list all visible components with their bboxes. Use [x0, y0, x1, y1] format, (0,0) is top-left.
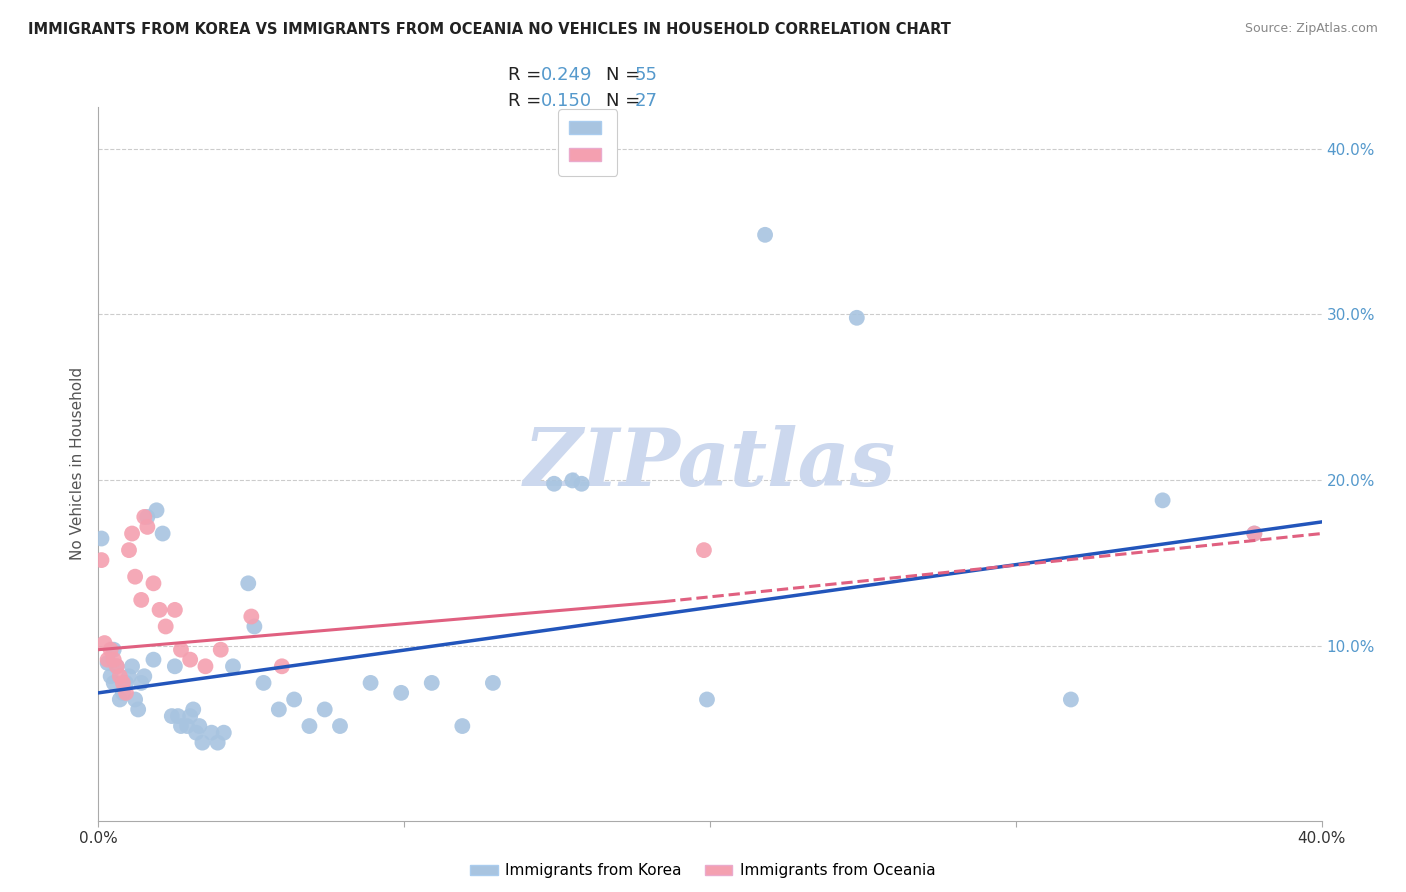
Point [754, 227, 776, 242]
Point [267, 702, 290, 716]
Point [97, 653, 120, 667]
Text: IMMIGRANTS FROM KOREA VS IMMIGRANTS FROM OCEANIA NO VEHICLES IN HOUSEHOLD CORREL: IMMIGRANTS FROM KOREA VS IMMIGRANTS FROM… [28, 22, 950, 37]
Point [163, 603, 186, 617]
Point [389, 686, 412, 700]
Point [243, 619, 266, 633]
Point [561, 474, 583, 488]
Point [111, 676, 134, 690]
Point [115, 686, 138, 700]
Point [176, 719, 198, 733]
Point [124, 692, 146, 706]
Point [170, 719, 193, 733]
Point [90, 553, 112, 567]
Point [420, 676, 443, 690]
Point [212, 725, 235, 739]
Point [118, 669, 141, 683]
Point [240, 609, 263, 624]
Point [298, 719, 321, 733]
Point [100, 669, 122, 683]
Point [108, 669, 131, 683]
Point [103, 676, 125, 690]
Point [179, 653, 201, 667]
Point [693, 543, 716, 558]
Text: 0.249: 0.249 [541, 66, 593, 84]
Point [103, 653, 125, 667]
Point [360, 676, 382, 690]
Point [160, 709, 183, 723]
Point [696, 692, 718, 706]
Point [222, 659, 245, 673]
Point [1243, 526, 1265, 541]
Point [118, 543, 141, 558]
Point [97, 656, 120, 670]
Point [191, 736, 214, 750]
Point [145, 503, 167, 517]
Point [186, 725, 208, 739]
Point [134, 669, 156, 683]
Point [105, 659, 128, 673]
Text: 27: 27 [634, 93, 657, 111]
Point [252, 676, 274, 690]
Point [170, 642, 193, 657]
Legend: , : , [558, 109, 617, 176]
Point [93, 636, 115, 650]
Point [115, 676, 138, 690]
Point [134, 510, 156, 524]
Legend: Immigrants from Korea, Immigrants from Oceania: Immigrants from Korea, Immigrants from O… [464, 857, 942, 884]
Point [163, 659, 186, 673]
Point [100, 642, 122, 657]
Text: N =: N = [606, 66, 645, 84]
Point [207, 736, 229, 750]
Point [209, 642, 232, 657]
Point [194, 659, 217, 673]
Text: R =: R = [508, 66, 547, 84]
Point [103, 642, 125, 657]
Point [314, 702, 336, 716]
Point [127, 702, 149, 716]
Point [136, 520, 159, 534]
Point [105, 659, 128, 673]
Point [121, 659, 143, 673]
Point [283, 692, 305, 706]
Point [142, 576, 165, 591]
Point [136, 510, 159, 524]
Point [167, 709, 190, 723]
Point [155, 619, 177, 633]
Point [90, 532, 112, 546]
Point [108, 692, 131, 706]
Point [121, 526, 143, 541]
Point [142, 653, 165, 667]
Point [482, 676, 505, 690]
Point [543, 476, 565, 491]
Text: N =: N = [606, 93, 645, 111]
Point [129, 593, 152, 607]
Point [111, 686, 134, 700]
Point [124, 570, 146, 584]
Point [571, 476, 593, 491]
Point [270, 659, 292, 673]
Y-axis label: No Vehicles in Household: No Vehicles in Household [70, 368, 86, 560]
Point [200, 725, 222, 739]
Point [152, 526, 174, 541]
Point [329, 719, 352, 733]
Text: R =: R = [508, 93, 547, 111]
Text: ZIPatlas: ZIPatlas [524, 425, 896, 502]
Point [149, 603, 172, 617]
Text: 55: 55 [634, 66, 657, 84]
Point [1060, 692, 1083, 706]
Text: Source: ZipAtlas.com: Source: ZipAtlas.com [1244, 22, 1378, 36]
Point [238, 576, 260, 591]
Point [845, 310, 868, 325]
Point [1243, 526, 1265, 541]
Point [1152, 493, 1174, 508]
Point [129, 676, 152, 690]
Point [179, 709, 201, 723]
Text: 0.150: 0.150 [541, 93, 592, 111]
Point [181, 702, 204, 716]
Point [188, 719, 211, 733]
Point [451, 719, 474, 733]
